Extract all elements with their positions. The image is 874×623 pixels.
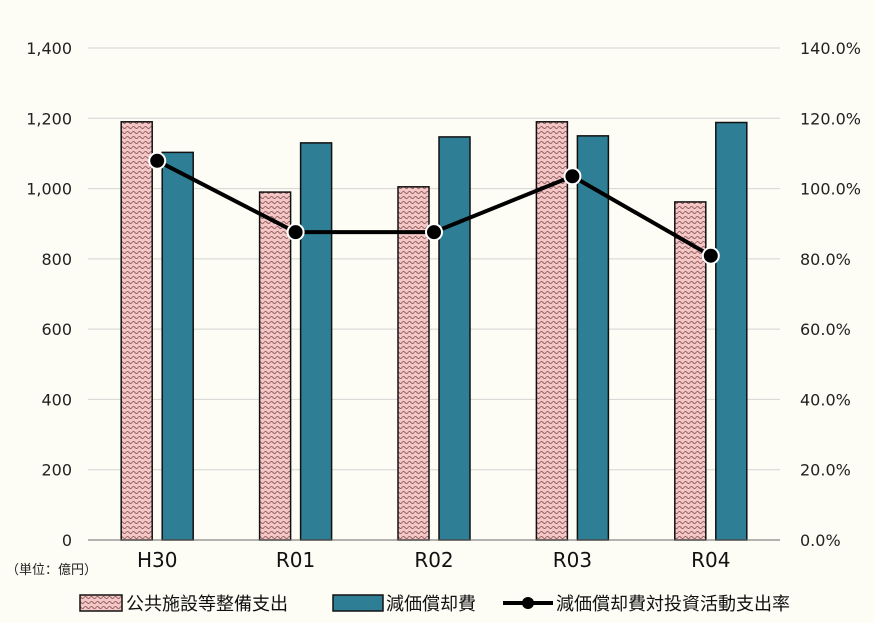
category-label: R04: [691, 548, 730, 572]
legend-label-ratio: 減価償却費対投資活動支出率: [556, 594, 790, 615]
bar-depreciation-r03: [576, 135, 610, 541]
ratio-line-series: [148, 151, 720, 265]
category-label: H30: [137, 548, 178, 572]
left-tick-label: 0: [62, 531, 72, 550]
ratio-point-r03: [563, 167, 582, 186]
right-tick-label: 80.0%: [800, 250, 851, 269]
unit-label: （単位：億円）: [6, 562, 97, 578]
bar-public-facility-spending-h30: [120, 121, 153, 541]
ratio-point-r01: [286, 223, 305, 242]
category-label: R02: [414, 548, 453, 572]
right-tick-label: 40.0%: [800, 390, 851, 409]
right-tick-label: 120.0%: [800, 109, 861, 128]
right-tick-label: 20.0%: [800, 461, 851, 480]
category-labels: H30 R01 R02 R03 R04: [137, 548, 731, 572]
right-tick-label: 140.0%: [800, 39, 861, 58]
left-tick-label: 800: [41, 250, 72, 269]
left-tick-label: 1,000: [26, 180, 72, 199]
category-label: R01: [276, 548, 315, 572]
bar-depreciation-r02: [438, 136, 471, 541]
gridlines: [88, 47, 780, 471]
bars: [120, 121, 748, 541]
ratio-point-r04: [701, 246, 720, 265]
bar-depreciation-r04: [715, 121, 748, 541]
bar-depreciation-h30: [161, 151, 194, 541]
left-tick-label: 600: [41, 320, 72, 339]
bar-public-facility-spending-r02: [397, 186, 430, 541]
legend-swatch-depreciation: [332, 594, 384, 612]
bar-public-facility-spending-r01: [258, 191, 292, 541]
left-tick-label: 400: [41, 390, 72, 409]
ratio-point-h30: [148, 151, 167, 170]
category-label: R03: [553, 548, 592, 572]
bar-public-facility-spending-r04: [674, 201, 707, 541]
bar-public-facility-spending-r03: [535, 121, 569, 541]
legend-swatch-public-facility-spending: [79, 594, 123, 612]
legend-label-depreciation: 減価償却費: [386, 594, 476, 615]
ratio-point-r02: [425, 223, 443, 242]
right-tick-label: 100.0%: [800, 180, 861, 199]
legend-label-public-facility-spending: 公共施設等整備支出: [126, 594, 288, 615]
left-axis: 0 200 400 600 800 1,000 1,200 1,400: [26, 39, 72, 550]
legend: 公共施設等整備支出 減価償却費 減価償却費対投資活動支出率: [79, 594, 790, 615]
right-tick-label: 0.0%: [800, 531, 841, 550]
right-tick-label: 60.0%: [800, 320, 851, 339]
bar-depreciation-r01: [299, 142, 333, 541]
left-tick-label: 1,200: [26, 109, 72, 128]
right-axis: 0.0% 20.0% 40.0% 60.0% 80.0% 100.0% 120.0% 140.…: [800, 39, 861, 550]
legend-swatch-ratio-marker: [522, 597, 534, 609]
left-tick-label: 1,400: [26, 39, 72, 58]
left-tick-label: 200: [41, 461, 72, 480]
